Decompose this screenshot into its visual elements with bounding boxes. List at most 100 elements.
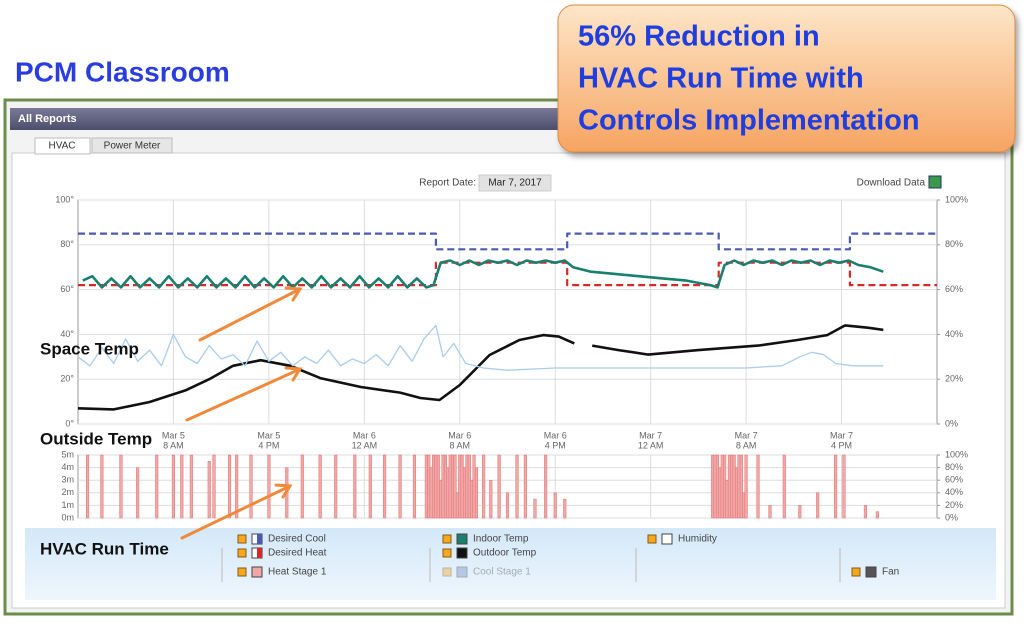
bar [207,461,211,519]
page-title: PCM Classroom [15,56,230,87]
download-icon[interactable] [928,175,942,189]
series-line [78,232,937,251]
legend-label[interactable]: Indoor Temp [473,534,529,545]
y2-tick-label: 80% [945,462,963,472]
report-date[interactable]: Mar 7, 2017 [488,178,542,189]
y-tick-label: 2m [61,487,74,497]
y-tick-label: 1m [61,500,74,510]
x-tick-label: Mar 7 [830,430,853,440]
bar [119,454,123,519]
legend-checkbox[interactable] [237,548,247,558]
x-tick-label: 4 PM [831,440,852,450]
bar [798,505,802,519]
bar [782,454,786,519]
bar [412,454,416,519]
annotation: HVAC Run Time [40,539,169,558]
bar [523,454,527,519]
bar [816,492,820,519]
tab-active[interactable] [34,137,91,155]
bar [398,454,402,519]
bar [189,454,193,519]
callout [557,4,1016,153]
x-tick-label: 4 PM [258,440,279,450]
x-tick-label: 12 AM [352,440,378,450]
tab-label[interactable]: Power Meter [104,141,161,152]
callout-line: HVAC Run Time with [578,63,864,95]
x-tick-label: Mar 6 [544,430,567,440]
download-link[interactable]: Download Data [857,178,926,189]
tab-label[interactable]: HVAC [48,141,75,152]
legend-checkbox[interactable] [237,534,247,544]
y-tick-label: 3m [61,475,74,485]
legend-checkbox[interactable] [647,534,657,544]
legend-label[interactable]: Cool Stage 1 [473,567,531,578]
y-tick-label: 60° [60,284,74,294]
legend-swatch [456,566,468,578]
bar [368,454,372,519]
y-tick-label: 40° [60,329,74,339]
bar [235,454,239,519]
bar [136,467,140,519]
x-tick-label: 8 AM [163,440,184,450]
y2-tick-label: 0% [945,512,958,522]
y2-tick-label: 40% [945,487,963,497]
legend-label[interactable]: Desired Heat [268,548,327,559]
legend-label[interactable]: Humidity [678,534,717,545]
series-line [77,324,884,411]
legend-checkbox[interactable] [851,567,861,577]
legend-box [25,528,996,600]
y2-tick-label: 0% [945,418,958,428]
y2-tick-label: 20% [945,374,963,384]
bar [249,454,253,519]
legend-swatch [257,534,262,544]
annotation: Space Temp [40,339,139,358]
bar [227,454,232,519]
bar [505,492,510,519]
legend-label[interactable]: Desired Cool [268,534,326,545]
plot-area [77,199,938,425]
bar [497,454,501,519]
panel-title: All Reports [18,113,77,125]
bar [834,454,838,519]
bar [155,454,159,519]
bar [739,454,743,519]
arrows [180,286,303,540]
y-tick-label: 0° [65,418,74,428]
bar [533,498,537,519]
legend-label[interactable]: Heat Stage 1 [268,567,327,578]
bar [318,454,322,519]
x-tick-label: 8 AM [736,440,757,450]
y-tick-label: 20° [60,374,74,384]
legend-label[interactable]: Outdoor Temp [473,548,537,559]
legend-dividers [221,548,841,582]
bar [383,454,387,519]
bar [544,454,548,519]
bar [563,498,567,519]
charts: 0° 20° 40° 60° 80° 100° 0% 20% 40% 60% 80% 100% Mar … [55,194,968,522]
bar [474,467,479,519]
x-tick-label: Mar 5 [162,430,185,440]
bar [842,454,846,519]
x-tick-label: 12 AM [638,440,664,450]
bar [875,511,879,519]
x-tick-label: Mar 6 [353,430,376,440]
report-date-box[interactable] [478,174,552,192]
legend-checkbox[interactable] [442,567,452,577]
x-tick-label: 4 PM [545,440,566,450]
bar [180,454,184,519]
y-tick-label: 5m [61,449,74,459]
callout-line: Controls Implementation [578,105,920,137]
y-tick-label: 80° [60,239,74,249]
legend-checkbox[interactable] [237,567,247,577]
bar [744,454,748,519]
y2-tick-label: 100% [945,194,968,204]
y2-tick-label: 60% [945,284,963,294]
legend-checkbox[interactable] [442,534,452,544]
x-tick-label: Mar 5 [257,430,280,440]
legend-checkbox[interactable] [442,548,452,558]
legend-label[interactable]: Fan [882,567,899,578]
bar [353,454,357,519]
tab[interactable] [91,137,173,154]
